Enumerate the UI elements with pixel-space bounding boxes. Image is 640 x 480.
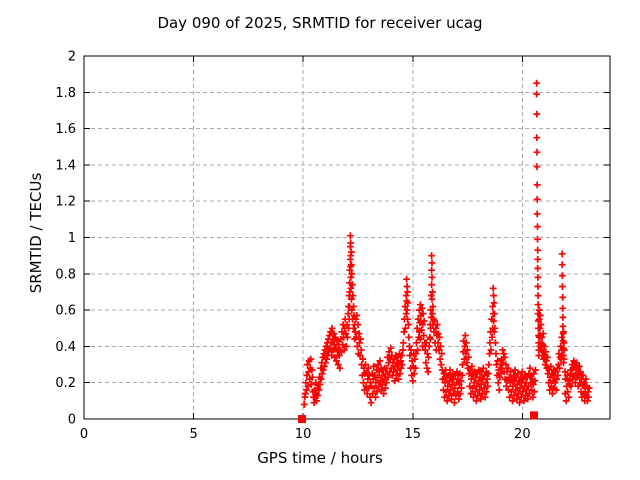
y-tick-label: 0.2 bbox=[55, 376, 76, 391]
x-tick-label: 5 bbox=[189, 427, 197, 442]
scatter-points bbox=[300, 79, 593, 408]
y-tick-label: 1.4 bbox=[55, 158, 76, 173]
y-tick-label: 0 bbox=[68, 413, 76, 428]
square-marker bbox=[298, 415, 307, 423]
y-tick-label: 0.6 bbox=[55, 304, 76, 319]
x-tick-label: 20 bbox=[514, 427, 531, 442]
chart-title: Day 090 of 2025, SRMTID for receiver uca… bbox=[157, 14, 483, 32]
tick-marks bbox=[83, 55, 610, 420]
x-tick-label: 0 bbox=[80, 427, 88, 442]
y-tick-label: 0.8 bbox=[55, 267, 76, 282]
x-tick-labels: 0 5 10 15 20 bbox=[80, 427, 531, 442]
y-tick-label: 1 bbox=[68, 231, 76, 246]
y-tick-label: 1.6 bbox=[55, 122, 76, 137]
x-tick-label: 10 bbox=[295, 427, 312, 442]
x-tick-label: 15 bbox=[404, 427, 421, 442]
gridlines bbox=[84, 56, 610, 419]
x-axis-label: GPS time / hours bbox=[257, 449, 383, 467]
y-tick-label: 1.2 bbox=[55, 195, 76, 210]
zero-square-markers bbox=[298, 411, 538, 423]
y-tick-label: 0.4 bbox=[55, 340, 76, 355]
y-tick-labels: 0 0.2 0.4 0.6 0.8 1 1.2 1.4 1.6 1.8 2 bbox=[55, 50, 76, 428]
y-tick-label: 2 bbox=[68, 50, 76, 65]
y-tick-label: 1.8 bbox=[55, 86, 76, 101]
square-marker bbox=[529, 411, 538, 420]
